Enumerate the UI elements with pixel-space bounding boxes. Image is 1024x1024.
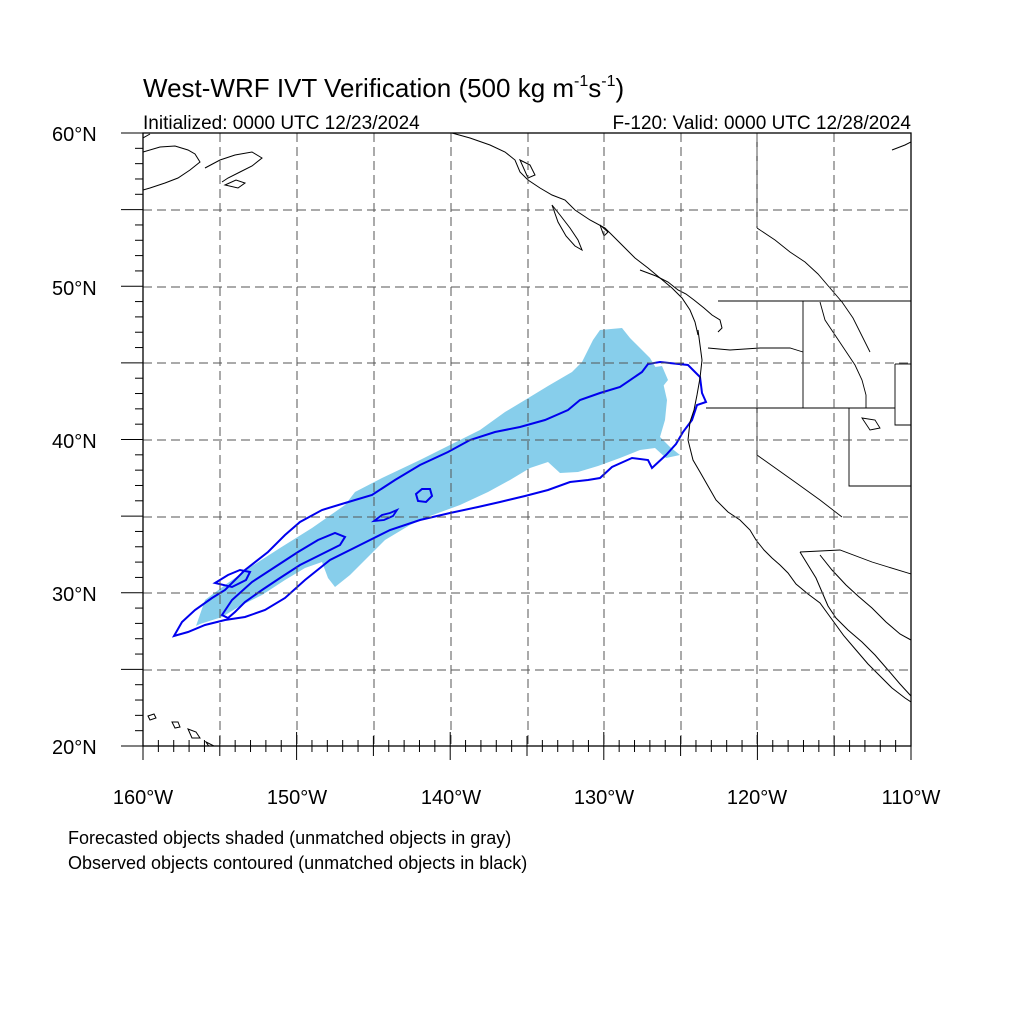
lon-label-150w: 150°W xyxy=(267,787,327,809)
lon-label-120w: 120°W xyxy=(727,787,787,809)
observed-ivt-contour xyxy=(171,360,708,638)
political-boundaries xyxy=(706,133,911,575)
axis-ticks xyxy=(121,132,912,760)
lat-label-40n: 40°N xyxy=(52,431,97,453)
lat-label-20n: 20°N xyxy=(52,737,97,759)
lon-label-110w: 110°W xyxy=(882,787,941,809)
init-time-label: Initialized: 0000 UTC 12/23/2024 xyxy=(143,113,420,134)
lon-label-130w: 130°W xyxy=(574,787,634,809)
observed-ivt-small-contour xyxy=(212,568,252,589)
longitude-labels: 160°W 150°W 140°W 130°W 120°W 110°W xyxy=(113,787,941,809)
observed-ivt-blob-1 xyxy=(414,488,434,504)
lat-label-60n: 60°N xyxy=(52,124,97,146)
forecast-ivt-lobe xyxy=(648,366,668,390)
gridlines xyxy=(143,133,911,746)
lat-label-50n: 50°N xyxy=(52,278,97,300)
latitude-labels: 60°N 50°N 40°N 30°N 20°N xyxy=(52,124,97,759)
observed-ivt-blob-2 xyxy=(370,507,400,523)
map-title: West-WRF IVT Verification (500 kg m-1s-1… xyxy=(143,73,624,103)
legend-notes: Forecasted objects shaded (unmatched obj… xyxy=(68,826,527,876)
lon-label-140w: 140°W xyxy=(421,787,481,809)
valid-time-label: F-120: Valid: 0000 UTC 12/28/2024 xyxy=(612,113,911,134)
forecast-note: Forecasted objects shaded (unmatched obj… xyxy=(68,828,512,848)
forecast-ivt-object xyxy=(196,328,680,626)
observed-ivt-inner-contour xyxy=(220,531,347,620)
lat-label-30n: 30°N xyxy=(52,584,97,606)
lon-label-160w: 160°W xyxy=(113,787,173,809)
observed-note: Observed objects contoured (unmatched ob… xyxy=(68,853,528,873)
